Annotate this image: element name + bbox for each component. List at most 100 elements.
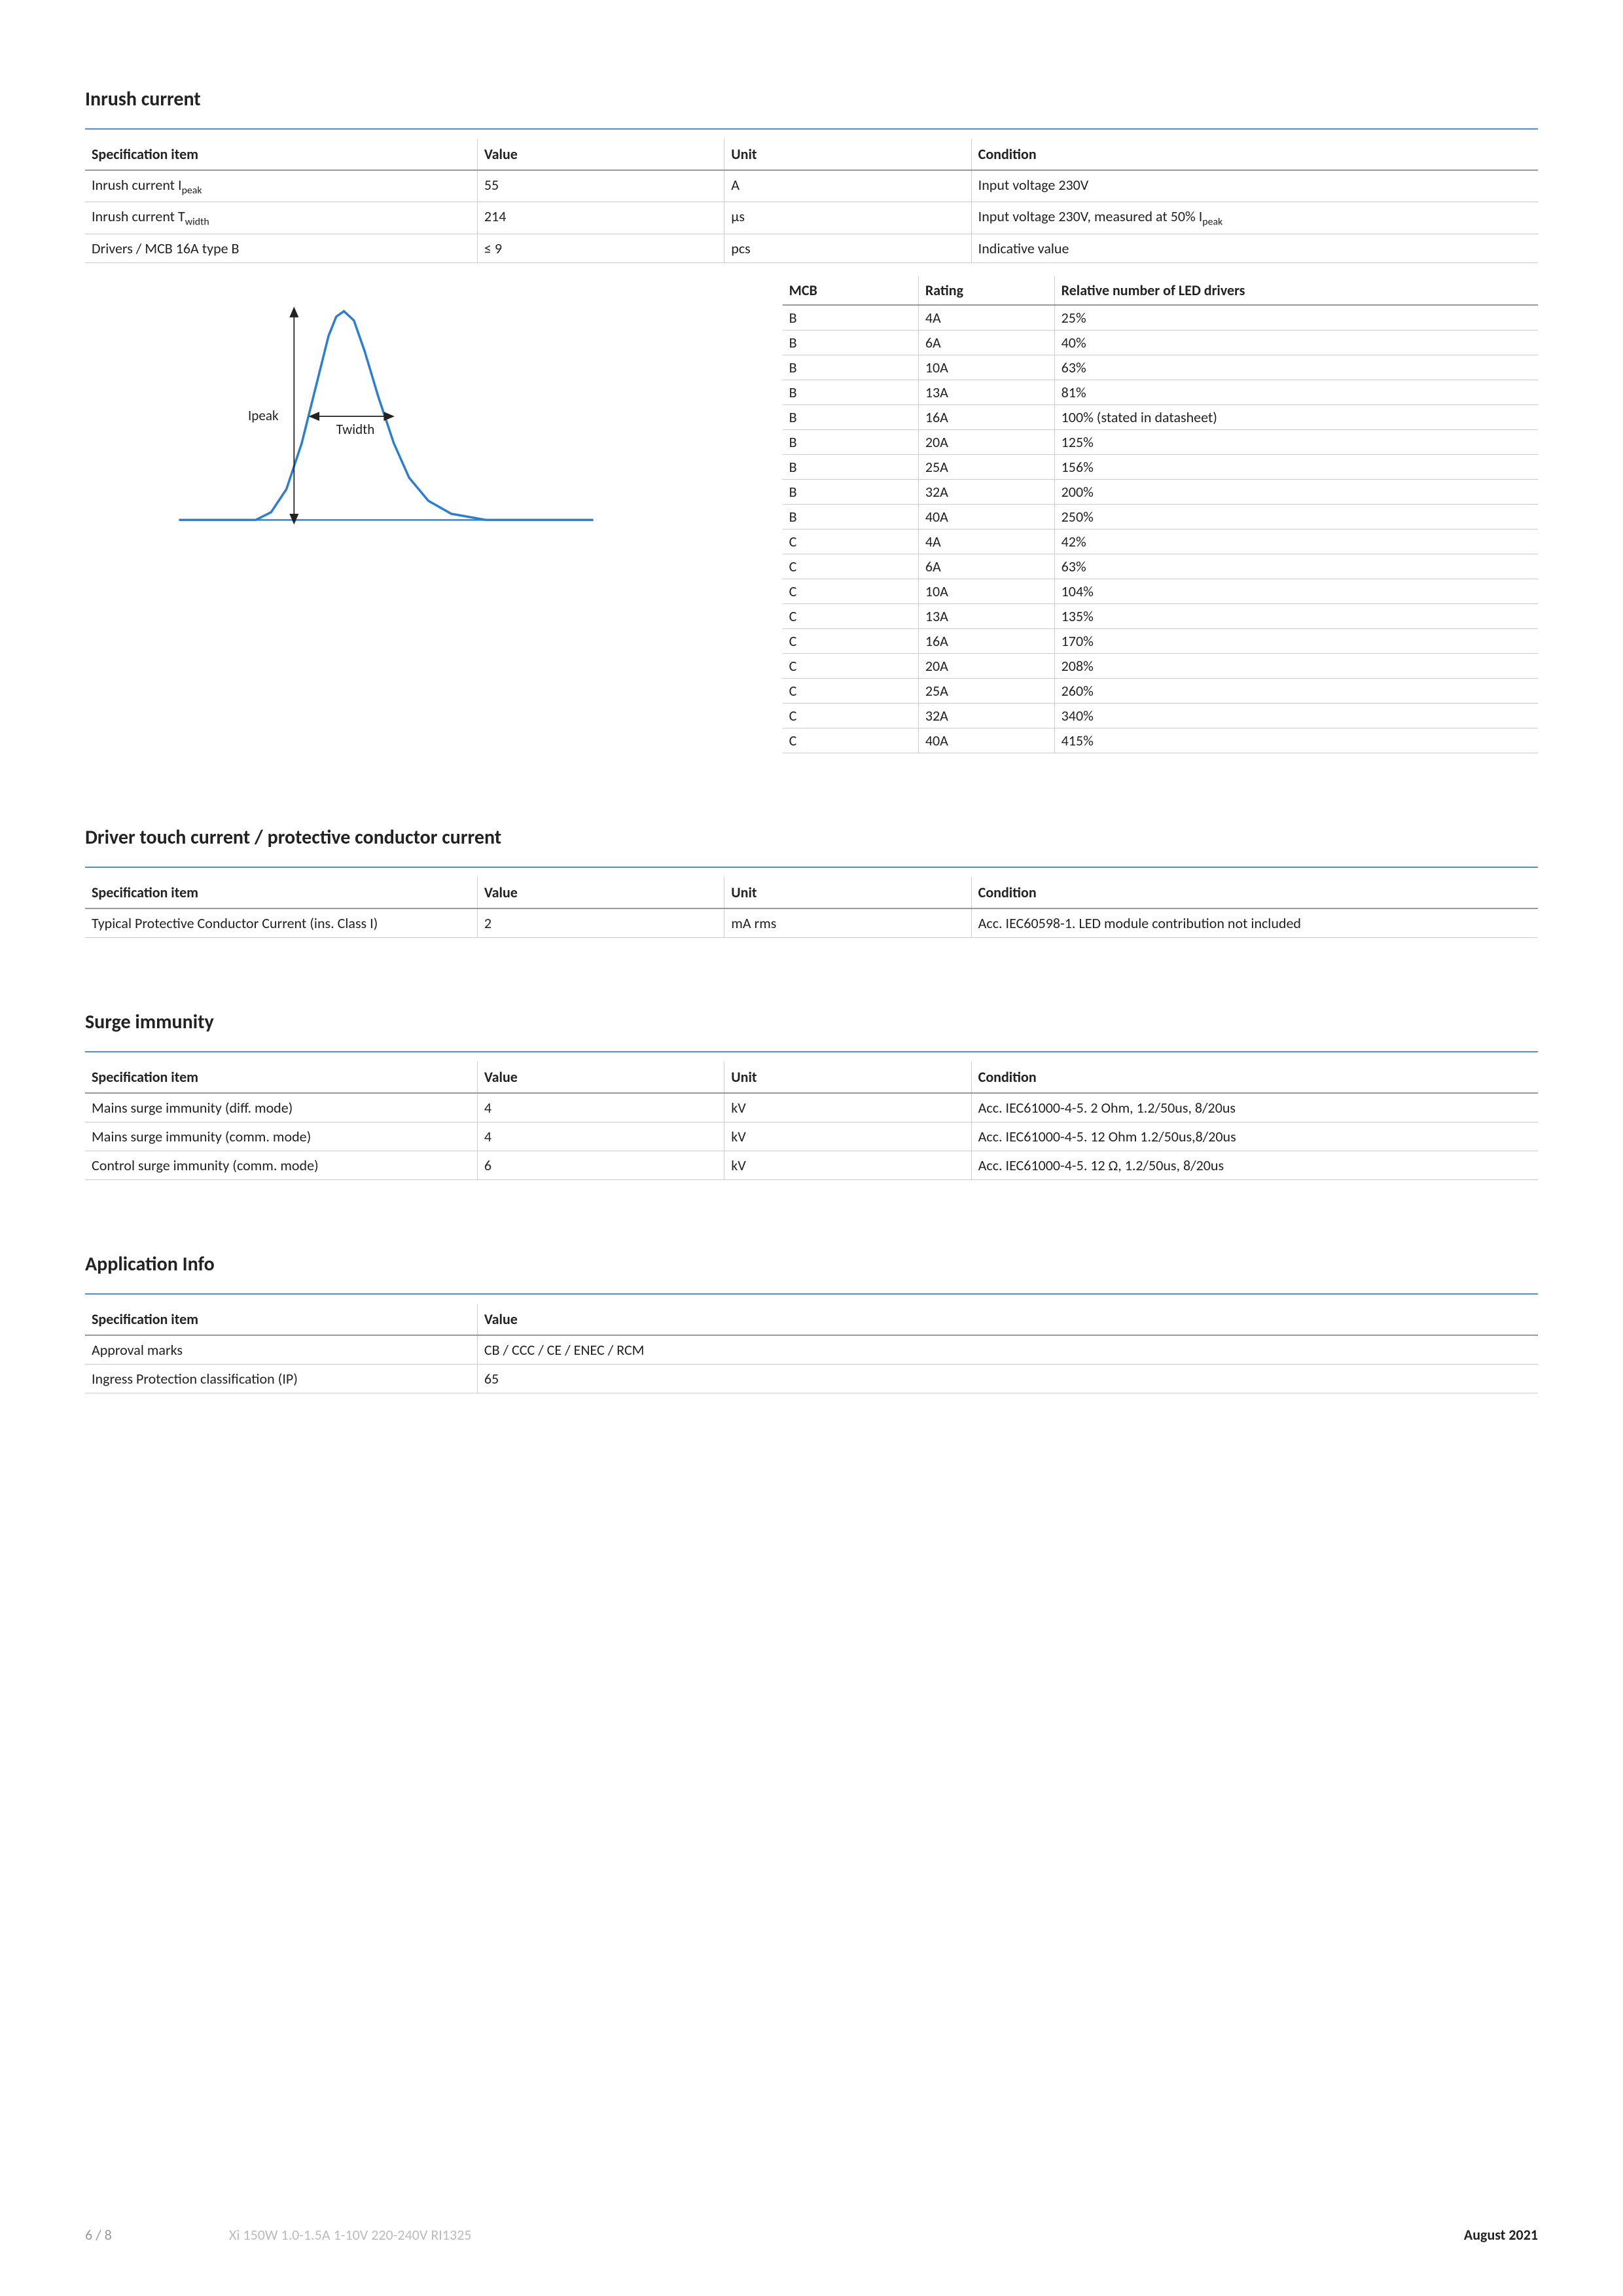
th-rel: Relative number of LED drivers [1054, 276, 1538, 305]
cell-mcb: C [783, 628, 919, 653]
table-row: B13A81% [783, 380, 1538, 404]
cell-unit: A [724, 170, 971, 202]
cell-value: 65 [477, 1364, 1538, 1393]
table-row: B16A100% (stated in datasheet) [783, 404, 1538, 429]
cell-mcb: B [783, 504, 919, 529]
table-row: Inrush current Twidth214µsInput voltage … [85, 202, 1538, 234]
th-value: Value [477, 1062, 724, 1093]
cell-spec: Inrush current Ipeak [85, 170, 477, 202]
label-twidth: Twidth [336, 421, 375, 438]
table-row: C40A415% [783, 728, 1538, 753]
cell-rel: 340% [1054, 703, 1538, 728]
th-unit: Unit [724, 139, 971, 170]
th-spec: Specification item [85, 1304, 477, 1335]
cell-cond: Acc. IEC60598-1. LED module contribution… [971, 908, 1538, 938]
table-row: Typical Protective Conductor Current (in… [85, 908, 1538, 938]
rule [85, 1051, 1538, 1052]
section-surge: Surge immunity Specification item Value … [85, 1010, 1538, 1180]
table-row: Ingress Protection classification (IP)65 [85, 1364, 1538, 1393]
cell-mcb: C [783, 653, 919, 678]
cell-spec: Mains surge immunity (diff. mode) [85, 1093, 477, 1122]
table-row: B20A125% [783, 429, 1538, 454]
table-row: Mains surge immunity (comm. mode)4kVAcc.… [85, 1122, 1538, 1151]
footer-page: 6 / 8 [85, 2226, 229, 2244]
cell-value: 4 [477, 1093, 724, 1122]
cell-rating: 10A [918, 579, 1054, 603]
cell-rel: 42% [1054, 529, 1538, 554]
cell-rating: 25A [918, 678, 1054, 703]
arrowhead-down [289, 514, 298, 524]
section-touch: Driver touch current / protective conduc… [85, 825, 1538, 938]
th-cond: Condition [971, 877, 1538, 908]
cell-rating: 40A [918, 728, 1054, 753]
cell-rel: 135% [1054, 603, 1538, 628]
arrowhead-right [383, 412, 394, 421]
cell-rating: 13A [918, 603, 1054, 628]
th-value: Value [477, 877, 724, 908]
section-app: Application Info Specification item Valu… [85, 1252, 1538, 1393]
cell-value: 214 [477, 202, 724, 234]
cell-cond: Input voltage 230V, measured at 50% Ipea… [971, 202, 1538, 234]
mcb-layout: Ipeak Twidth MCB Rating Relative number … [85, 276, 1538, 753]
inrush-curve-chart: Ipeak Twidth [85, 276, 783, 753]
table-row: C6A63% [783, 554, 1538, 579]
cell-rel: 63% [1054, 355, 1538, 380]
cell-rating: 10A [918, 355, 1054, 380]
cell-rating: 32A [918, 479, 1054, 504]
cell-value: 2 [477, 908, 724, 938]
arrowhead-up [289, 306, 298, 317]
cell-value: 6 [477, 1151, 724, 1179]
table-row: Approval marksCB / CCC / CE / ENEC / RCM [85, 1335, 1538, 1365]
cell-mcb: C [783, 579, 919, 603]
table-row: B40A250% [783, 504, 1538, 529]
footer-date: August 2021 [1394, 2226, 1538, 2244]
cell-value: ≤ 9 [477, 234, 724, 262]
cell-unit: kV [724, 1122, 971, 1151]
table-row: Mains surge immunity (diff. mode)4kVAcc.… [85, 1093, 1538, 1122]
table-row: C25A260% [783, 678, 1538, 703]
cell-rel: 170% [1054, 628, 1538, 653]
cell-cond: Acc. IEC61000-4-5. 12 Ω, 1.2/50us, 8/20u… [971, 1151, 1538, 1179]
rule [85, 867, 1538, 868]
cell-rel: 208% [1054, 653, 1538, 678]
cell-spec: Approval marks [85, 1335, 477, 1365]
table-app: Specification item Value Approval marksC… [85, 1304, 1538, 1393]
table-row: C32A340% [783, 703, 1538, 728]
cell-mcb: B [783, 380, 919, 404]
cell-rating: 16A [918, 404, 1054, 429]
cell-unit: pcs [724, 234, 971, 262]
cell-rating: 40A [918, 504, 1054, 529]
cell-rating: 6A [918, 330, 1054, 355]
table-row: B6A40% [783, 330, 1538, 355]
th-unit: Unit [724, 877, 971, 908]
cell-rating: 4A [918, 529, 1054, 554]
cell-mcb: C [783, 703, 919, 728]
th-cond: Condition [971, 1062, 1538, 1093]
cell-rating: 16A [918, 628, 1054, 653]
th-spec: Specification item [85, 139, 477, 170]
cell-value: CB / CCC / CE / ENEC / RCM [477, 1335, 1538, 1365]
cell-mcb: B [783, 404, 919, 429]
th-mcb: MCB [783, 276, 919, 305]
cell-rating: 6A [918, 554, 1054, 579]
cell-unit: kV [724, 1151, 971, 1179]
cell-rel: 100% (stated in datasheet) [1054, 404, 1538, 429]
table-row: B10A63% [783, 355, 1538, 380]
table-row: B25A156% [783, 454, 1538, 479]
table-row: C4A42% [783, 529, 1538, 554]
table-inrush: Specification item Value Unit Condition … [85, 139, 1538, 263]
cell-mcb: B [783, 305, 919, 331]
th-cond: Condition [971, 139, 1538, 170]
heading-inrush: Inrush current [85, 87, 1538, 111]
cell-rel: 250% [1054, 504, 1538, 529]
cell-mcb: B [783, 355, 919, 380]
heading-surge: Surge immunity [85, 1010, 1538, 1034]
cell-unit: µs [724, 202, 971, 234]
cell-rel: 63% [1054, 554, 1538, 579]
heading-app: Application Info [85, 1252, 1538, 1276]
cell-mcb: B [783, 330, 919, 355]
cell-rel: 125% [1054, 429, 1538, 454]
cell-mcb: B [783, 429, 919, 454]
inrush-curve-svg: Ipeak Twidth [164, 289, 609, 551]
cell-value: 55 [477, 170, 724, 202]
